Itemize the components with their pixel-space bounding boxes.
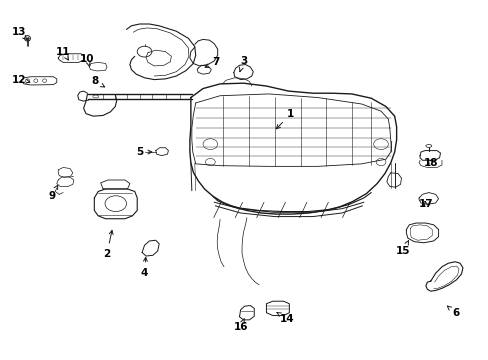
- Text: 9: 9: [48, 185, 58, 201]
- Text: 5: 5: [136, 147, 152, 157]
- Text: 4: 4: [141, 257, 148, 278]
- Text: 11: 11: [56, 46, 70, 60]
- Text: 3: 3: [239, 56, 246, 72]
- Text: 16: 16: [233, 319, 247, 332]
- Text: 13: 13: [12, 27, 27, 40]
- Text: 1: 1: [276, 109, 294, 129]
- Text: 8: 8: [91, 76, 104, 87]
- Text: 10: 10: [80, 54, 95, 67]
- Text: 2: 2: [103, 230, 113, 258]
- Text: 14: 14: [276, 312, 294, 324]
- Text: 18: 18: [423, 158, 437, 168]
- Text: 6: 6: [447, 306, 459, 318]
- Text: 17: 17: [418, 199, 432, 210]
- Text: 7: 7: [204, 57, 220, 67]
- Text: 12: 12: [12, 75, 30, 85]
- Text: 15: 15: [395, 240, 409, 256]
